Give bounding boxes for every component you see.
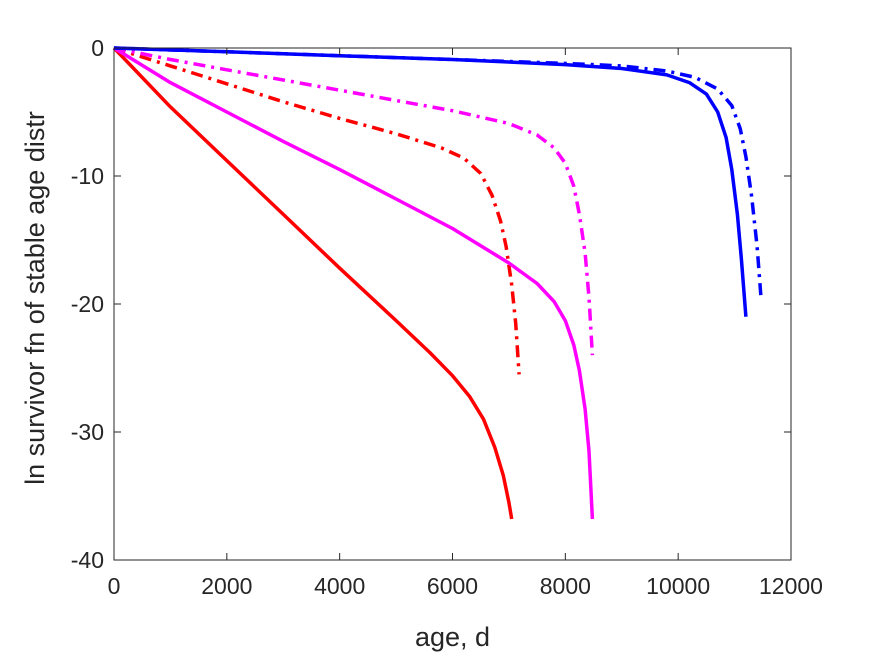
series-layer [112,46,763,520]
series-line-4 [113,46,595,356]
series-line-6 [113,46,763,300]
y-tick-label: -40 [71,547,104,573]
x-tick-label: 6000 [427,573,478,599]
x-tick-label: 8000 [540,573,591,599]
x-axis-label: age, d [415,622,490,652]
series-line-2 [113,46,521,375]
x-tick-label: 2000 [201,573,252,599]
y-tick-label: -10 [71,163,104,189]
x-tick-label: 10000 [646,573,710,599]
y-tick-label: -30 [71,419,104,445]
x-tick-label: 0 [108,573,121,599]
x-tick-label: 4000 [314,573,365,599]
plot-area [114,48,791,560]
x-axis-ticks: 0 2000 4000 6000 8000 10000 12000 [108,48,823,599]
y-tick-label: -20 [71,291,104,317]
x-tick-label: 12000 [759,573,823,599]
series-line-3 [113,46,595,520]
y-tick-label: 0 [91,35,104,61]
y-axis-ticks: 0 -10 -20 -30 -40 [71,35,791,573]
series-line-1 [112,46,514,520]
y-axis-label: ln survivor fn of stable age distr [20,111,50,485]
